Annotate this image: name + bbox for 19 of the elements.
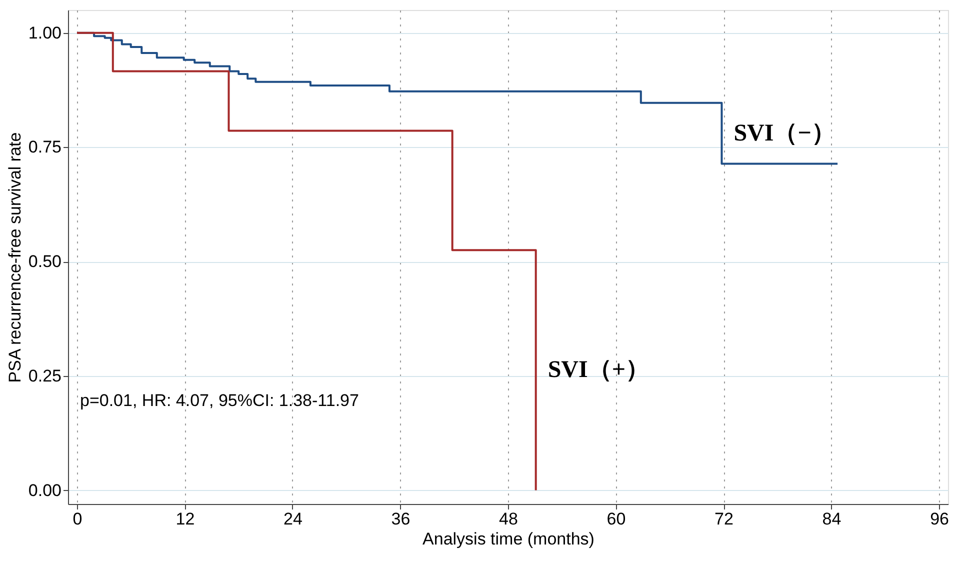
y-tick-label: 0.25 [28,366,62,386]
annotation: p=0.01, HR: 4.07, 95%CI: 1.38-11.97 [80,391,359,410]
x-tick-label: 48 [499,510,518,528]
y-tick-label: 1.00 [28,23,62,42]
x-tick-label: 0 [72,510,82,528]
x-tick-label: 72 [714,510,734,528]
x-axis-title: Analysis time (months) [422,530,594,548]
x-tick-label: 84 [822,510,842,528]
x-tick-label: 36 [391,510,410,528]
x-tick-label: 12 [176,510,195,528]
x-tick-label: 60 [606,510,626,528]
y-axis-title: PSA recurrence-free survival rate [5,132,24,383]
x-tick-label: 24 [284,510,302,528]
series-label: SVI（+） [548,357,650,384]
y-tick-label: 0.75 [28,138,62,157]
x-tick-label: 96 [930,510,949,528]
y-tick-label: 0.50 [28,252,62,272]
series-label: SVI（−） [734,120,836,146]
y-tick-label: 0.00 [28,480,62,500]
